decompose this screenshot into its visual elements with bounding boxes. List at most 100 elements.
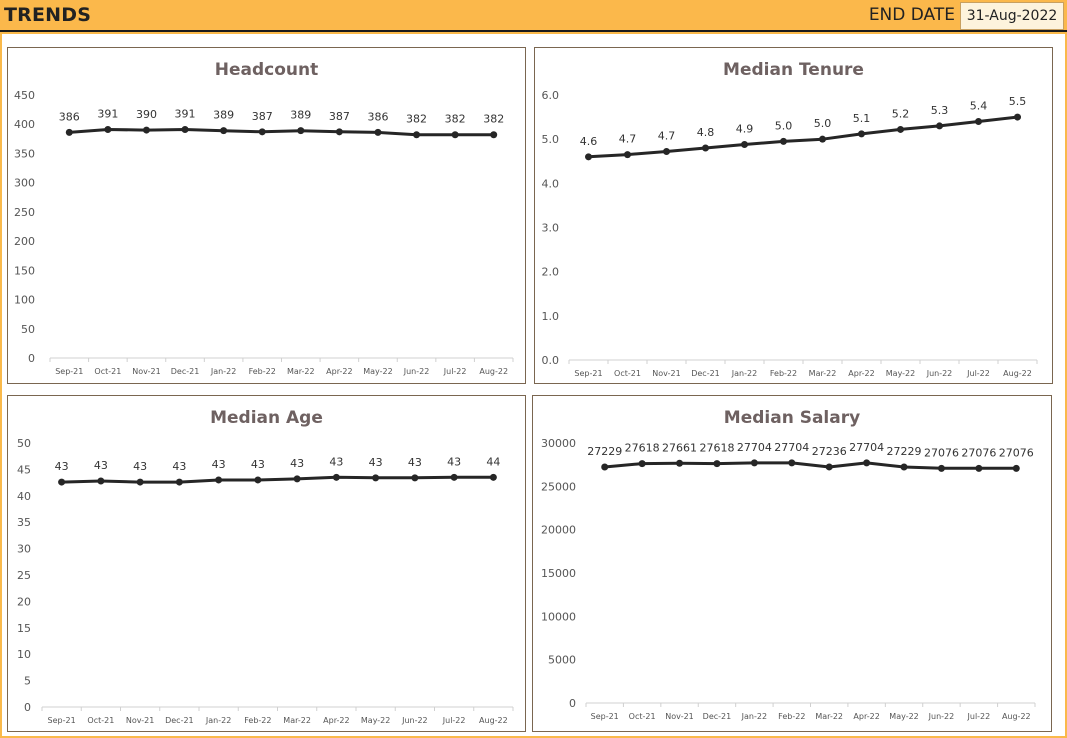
headcount-y-tick-label: 200	[14, 235, 35, 248]
median-tenure-x-tick-label: Nov-21	[652, 369, 680, 378]
median-salary-y-tick-label: 10000	[541, 610, 576, 623]
median-age-x-tick-label: Jul-22	[442, 716, 466, 725]
median-salary-x-tick-label: Sep-21	[591, 712, 619, 721]
headcount-x-tick-label: May-22	[363, 367, 392, 376]
median-tenure-data-point	[1014, 113, 1021, 121]
median-age-x-tick-label: Aug-22	[479, 716, 508, 725]
headcount-data-point	[490, 131, 498, 139]
median-tenure-data-label: 5.1	[853, 112, 871, 125]
median-tenure-data-label: 5.5	[1009, 95, 1027, 108]
headcount-x-tick-label: Jun-22	[403, 367, 430, 376]
median-tenure-x-tick-label: Sep-21	[574, 369, 602, 378]
median-salary-data-point	[750, 459, 758, 467]
headcount-data-label: 390	[136, 108, 157, 121]
median-tenure-data-point	[780, 137, 787, 145]
headcount-y-tick-label: 150	[14, 264, 35, 277]
median-tenure-y-tick-label: 1.0	[542, 310, 560, 323]
median-salary-data-point	[900, 463, 908, 471]
median-age-data-point	[175, 478, 183, 486]
median-salary-x-tick-label: Apr-22	[853, 712, 879, 721]
median-tenure-data-point	[897, 125, 904, 133]
headcount-y-tick-label: 300	[14, 177, 35, 190]
median-age-data-label: 44	[486, 455, 500, 468]
headcount-y-tick-label: 350	[14, 147, 35, 160]
headcount-x-tick-label: Jan-22	[210, 367, 236, 376]
median-salary-data-point	[1012, 464, 1020, 472]
headcount-y-tick-label: 250	[14, 206, 35, 219]
median-salary-y-tick-label: 25000	[541, 480, 576, 493]
headcount-y-tick-label: 400	[14, 118, 35, 131]
end-date-field[interactable]: 31-Aug-2022	[960, 2, 1064, 30]
headcount-data-point	[181, 125, 189, 133]
median-age-data-label: 43	[447, 455, 461, 468]
headcount-data-point	[451, 131, 459, 139]
median-tenure-x-tick-label: Apr-22	[848, 369, 874, 378]
median-salary-series-line	[604, 461, 1017, 470]
median-salary-x-tick-label: Oct-21	[629, 712, 656, 721]
median-tenure-x-tick-label: Dec-21	[691, 369, 720, 378]
median-salary-x-tick-label: Jul-22	[967, 712, 991, 721]
headcount-x-tick-label: Aug-22	[479, 367, 508, 376]
median-age-x-tick-label: Feb-22	[244, 716, 271, 725]
median-tenure-x-tick-label: Oct-21	[614, 369, 641, 378]
headcount-y-tick-label: 100	[14, 294, 35, 307]
headcount-data-label: 382	[445, 113, 466, 126]
median-age-data-point	[450, 473, 458, 481]
median-salary-data-label: 27704	[774, 441, 809, 454]
median-age-y-tick-label: 10	[17, 648, 31, 661]
median-tenure-data-label: 4.8	[697, 126, 715, 139]
headcount-data-label: 389	[213, 109, 234, 122]
median-age-x-tick-label: Dec-21	[165, 716, 194, 725]
median-salary-data-point	[863, 459, 871, 467]
median-salary-data-point	[713, 460, 721, 468]
median-salary-x-tick-label: Feb-22	[778, 712, 805, 721]
median-salary-data-point	[975, 464, 983, 472]
median-tenure-y-tick-label: 3.0	[542, 222, 560, 235]
median-salary-data-label: 27704	[849, 441, 884, 454]
headcount-data-label: 382	[406, 113, 427, 126]
headcount-x-tick-label: Nov-21	[132, 367, 160, 376]
headcount-data-label: 387	[329, 110, 350, 123]
median-salary-data-label: 27661	[662, 441, 697, 454]
median-tenure-x-tick-label: Jul-22	[966, 369, 990, 378]
median-age-y-tick-label: 30	[17, 543, 31, 556]
median-salary-data-point	[676, 459, 684, 467]
median-age-data-point	[332, 473, 340, 481]
median-salary-data-label: 27618	[625, 442, 660, 455]
median-salary-data-label: 27704	[737, 441, 772, 454]
median-tenure-data-point	[975, 118, 982, 125]
median-tenure-data-label: 5.0	[775, 119, 793, 132]
median-tenure-x-tick-label: May-22	[886, 369, 915, 378]
median-salary-x-tick-label: Nov-21	[665, 712, 693, 721]
median-salary-data-label: 27236	[812, 445, 847, 458]
headcount-data-point	[413, 131, 421, 139]
median-tenure-data-label: 5.3	[931, 104, 949, 117]
median-salary-y-tick-label: 30000	[541, 437, 576, 450]
headcount-data-point	[258, 128, 266, 136]
median-age-data-label: 43	[329, 455, 343, 468]
median-age-data-point	[293, 475, 301, 483]
median-age-y-tick-label: 25	[17, 569, 31, 582]
median-tenure-data-point	[858, 130, 865, 138]
median-tenure-chart: Median Tenure 0.0 1.0 2.0 3.0 4.0 5.0 6.0 Sep-21…	[542, 60, 1038, 378]
median-age-x-tick-label: Jan-22	[205, 716, 231, 725]
headcount-x-tick-label: Dec-21	[171, 367, 200, 376]
headcount-data-label: 386	[59, 110, 80, 123]
chart-panel-median-tenure: Median Tenure 0.0 1.0 2.0 3.0 4.0 5.0 6.0 Sep-21…	[534, 47, 1053, 384]
median-age-x-tick-label: Apr-22	[323, 716, 349, 725]
median-salary-data-label: 27076	[924, 446, 959, 459]
headcount-data-point	[104, 125, 112, 133]
median-age-data-label: 43	[369, 456, 383, 469]
median-salary-x-tick-label: Jun-22	[928, 712, 955, 721]
median-age-data-point	[254, 476, 262, 484]
headcount-data-point	[335, 128, 343, 136]
headcount-data-label: 387	[252, 110, 273, 123]
median-salary-x-tick-label: Jan-22	[741, 712, 767, 721]
headcount-x-tick-label: Feb-22	[249, 367, 276, 376]
median-age-data-label: 43	[55, 460, 69, 473]
median-age-y-tick-label: 15	[17, 622, 31, 635]
median-tenure-y-tick-label: 5.0	[542, 133, 560, 146]
median-age-y-tick-label: 35	[17, 516, 31, 529]
median-age-x-tick-label: Mar-22	[283, 716, 311, 725]
median-tenure-chart-title: Median Tenure	[723, 60, 864, 80]
